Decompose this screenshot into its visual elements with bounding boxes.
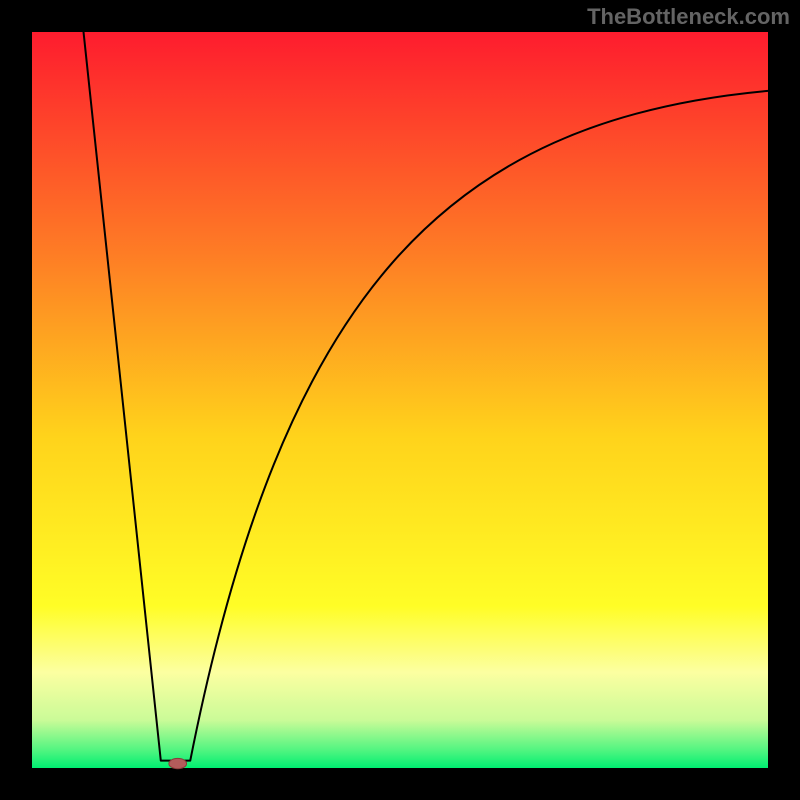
optimal-marker: [169, 758, 187, 768]
chart-container: TheBottleneck.com: [0, 0, 800, 800]
watermark-text: TheBottleneck.com: [587, 4, 790, 30]
plot-area: [32, 32, 768, 768]
bottleneck-chart: [0, 0, 800, 800]
